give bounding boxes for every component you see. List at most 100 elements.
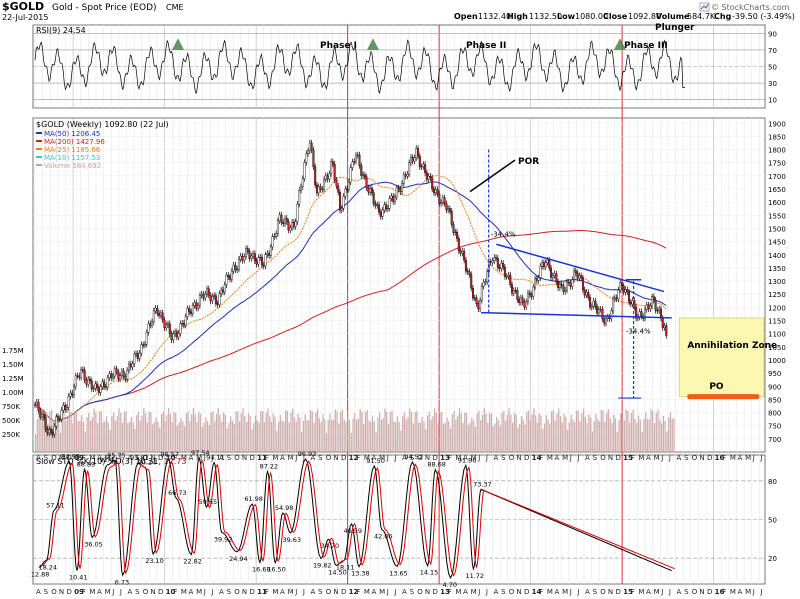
price-candle-body [285,218,288,222]
volume-bar [636,422,638,452]
volume-bar [462,422,464,452]
volume-bar [414,412,416,452]
volume-bar [254,415,257,452]
price-candle-body [67,396,70,408]
volume-bar [281,420,283,452]
volume-bar [217,408,219,452]
price-candle-body [88,378,91,381]
sto-value-label: 42.06 [374,533,393,541]
price-candle-body [35,401,38,405]
price-candle-body [486,271,489,282]
price-candle-body [133,353,136,365]
volume-bar [572,419,574,452]
volume-bar [653,423,656,452]
x-tick-label-mid: M [562,454,568,462]
price-candle-body [321,188,324,191]
volume-bar [279,414,281,452]
price-candle-body [158,313,161,316]
volume-bar [478,410,480,452]
price-candle-body [243,256,246,261]
zone-label: Annihilation Zone [687,341,777,351]
price-candle-body [220,289,223,294]
volume-bar [348,419,351,452]
x-tick-label-mid: S [44,454,49,462]
price-candle-body [555,273,558,283]
plunger-label: Plunger [655,23,695,33]
volume-bar [396,416,399,452]
volume-bar [285,410,287,452]
volume-bar [249,415,251,452]
price-candle-body [170,333,173,341]
x-tick-label: O [143,588,149,596]
price-candle-body [53,426,56,435]
x-tick-label-mid: N [425,454,430,462]
price-candle-body [493,257,496,262]
price-candle-body [57,416,60,419]
volume-bar [464,412,466,452]
volume-bar [68,408,70,452]
volume-bar [175,413,177,452]
volume-bar [104,421,106,452]
rsi-y-tick: 30 [768,80,777,88]
volume-bar [137,412,140,452]
volume-bar [542,428,544,452]
x-tick-label: D [158,588,163,596]
price-candle-body [129,363,132,368]
volume-axis-tick: 500K [2,417,20,425]
price-candle-body [268,253,271,256]
volume-bar [391,410,393,452]
price-candle-body [188,308,191,313]
x-tick-label: D [67,588,72,596]
price-candle-body [280,214,283,223]
volume-bar [472,420,475,452]
sto-value-label: 94.11 [206,454,225,462]
x-tick-label: O [692,588,698,596]
price-candle-body [127,363,130,371]
price-candle-body [44,417,47,430]
volume-bar [499,425,501,452]
sto-value-label: 4.70 [443,581,457,589]
price-candle-body [565,281,568,291]
price-candle-body [528,292,531,295]
header: $GOLD Gold - Spot Price (EOD) CME 22-Jul… [2,0,795,22]
price-candle-body [168,323,171,334]
volume-bar [276,430,278,452]
x-tick-label: S [593,588,598,596]
x-tick-label-mid: N [333,454,338,462]
volume-bar [77,420,79,452]
sto-value-label: 88.89 [77,460,96,468]
price-candle-body [177,333,180,338]
volume-bar [480,420,482,452]
volume-bar [130,416,133,452]
volume-bar [74,411,76,452]
price-candle-body [296,204,299,222]
price-candle-body [399,188,402,192]
x-axis-labels: AASSOONNDD0909FFMMAAMMJJJJAASSOONNDD1010… [36,454,762,596]
price-candle-body [182,322,185,326]
price-candle-body [363,174,366,178]
price-candle-body [599,308,602,311]
price-candle-body [330,161,333,174]
volume-bar [95,412,97,452]
volume-bar [508,408,510,452]
price-candle-body [340,208,343,211]
x-tick-label-mid: J [203,454,206,462]
volume-bar [332,419,335,452]
x-tick-label-mid: D [67,454,72,462]
volume-bars [35,408,675,452]
volume-bar [487,422,489,452]
volume-bar [313,422,315,452]
x-tick-label-mid: A [646,454,651,462]
volume-bar [657,410,659,452]
price-candle-body [573,270,576,280]
price-candle-body [97,387,100,393]
price-candle-body [376,204,379,206]
price-candle-body [516,290,519,300]
price-candle-body [434,189,437,194]
price-candle-body [576,272,579,279]
price-candle-body [181,322,184,325]
price-candle-body [99,386,102,393]
volume-bar [471,417,473,452]
price-y-tick: 1750 [768,160,786,168]
price-y-tick: 800 [768,410,781,418]
